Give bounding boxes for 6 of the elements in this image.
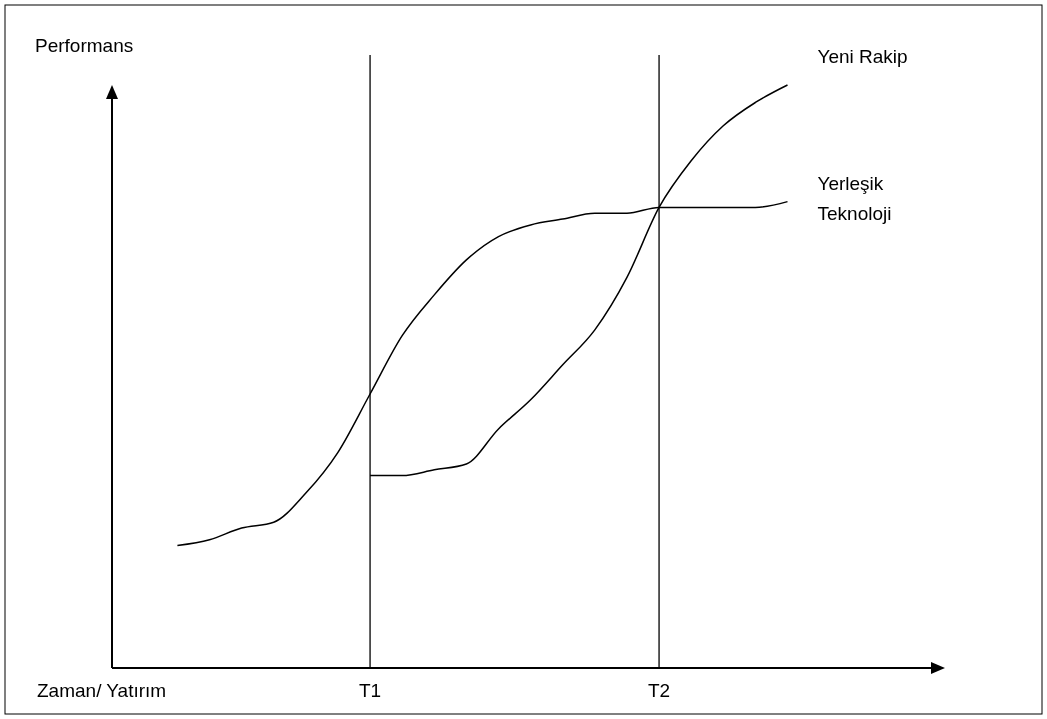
x-tick-label: T2 xyxy=(647,680,671,701)
series-label: Yerleşik Teknoloji xyxy=(817,172,892,224)
y-axis-title: Performans xyxy=(35,35,134,56)
series-label: Yeni Rakip xyxy=(817,46,908,67)
x-axis-title: Zaman/ Yatırım xyxy=(37,680,167,701)
x-tick-label: T1 xyxy=(358,680,382,701)
